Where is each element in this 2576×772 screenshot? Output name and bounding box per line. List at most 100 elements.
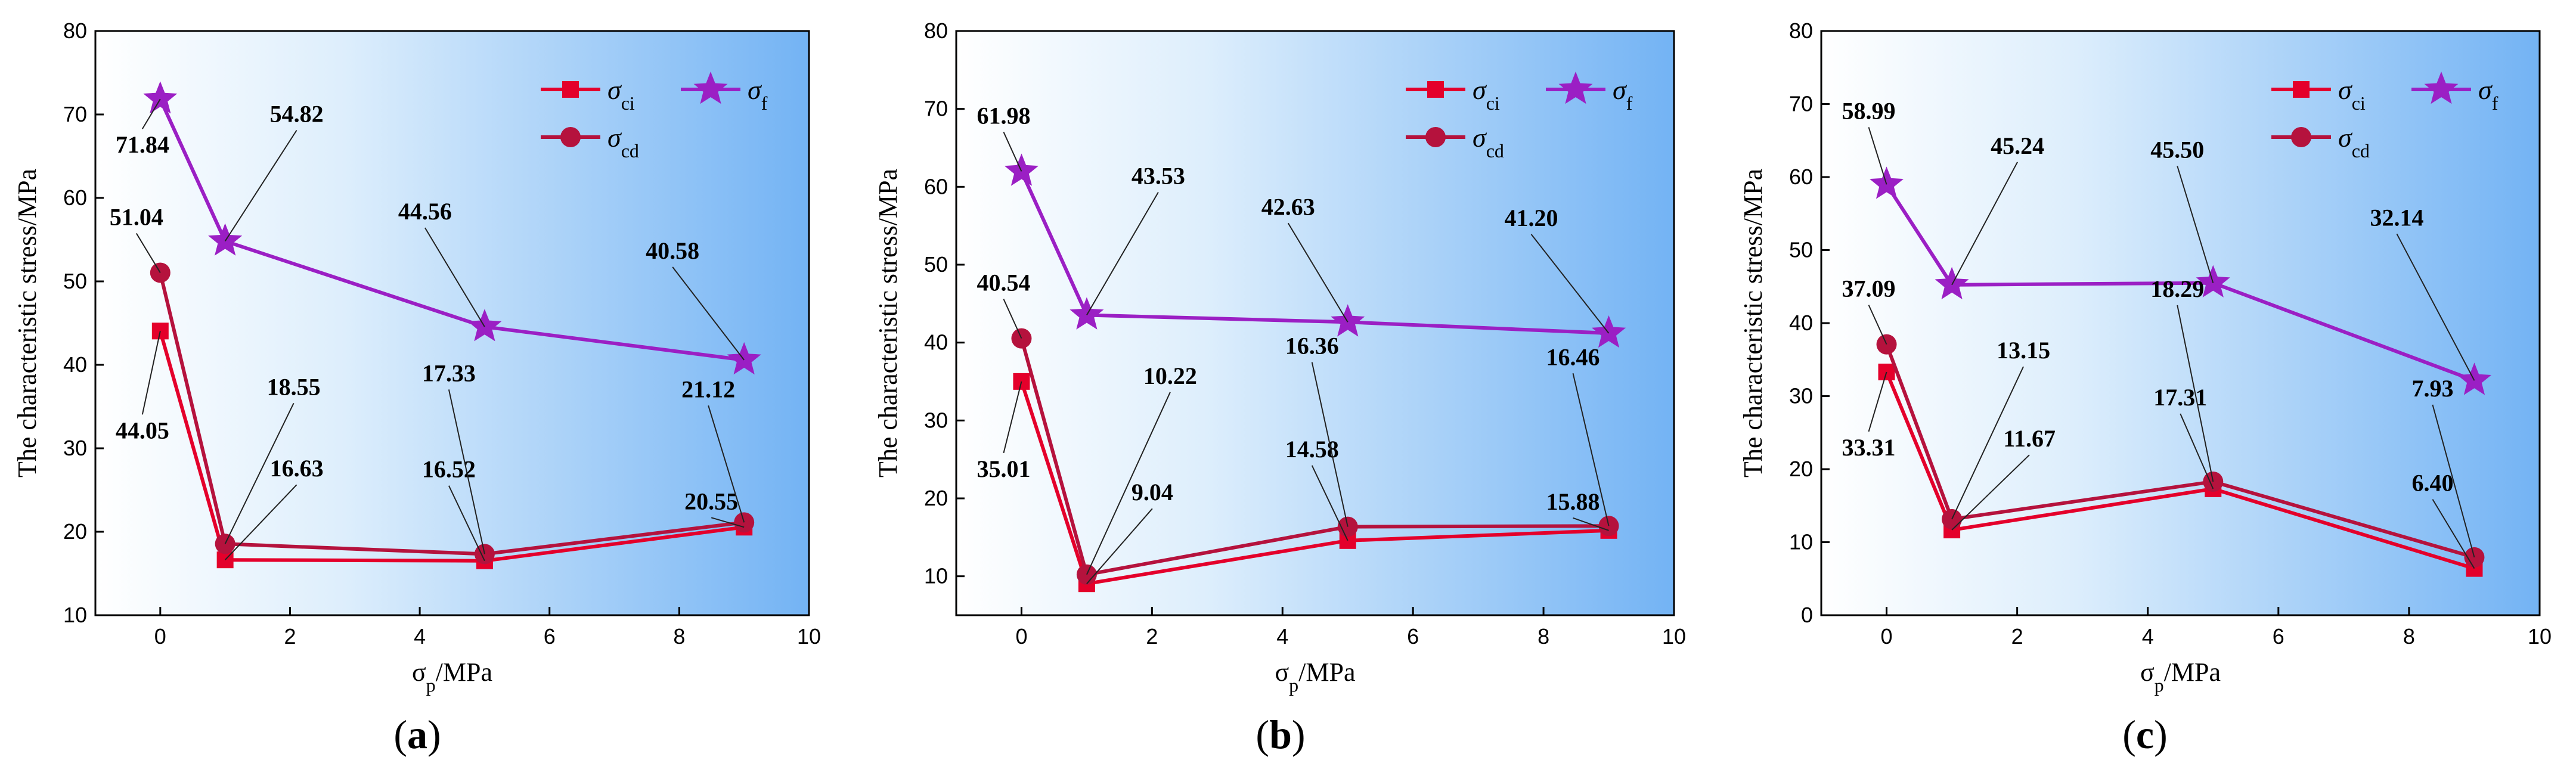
data-label-cd: 13.15 — [1997, 337, 2050, 364]
series-line-ci — [1019, 380, 1609, 586]
x-tick-label: 8 — [1537, 624, 1549, 649]
leader-line — [708, 405, 745, 523]
legend-label-ci: σci — [1473, 75, 1500, 114]
marker-f — [1004, 153, 1039, 186]
legend-label-f: σf — [1613, 75, 1633, 114]
y-axis-title: The characteristic stress/MPa — [1738, 169, 1768, 478]
leader-line — [1311, 362, 1349, 527]
legend: σci σf σcd — [2271, 72, 2498, 162]
data-label-ci: 9.04 — [1132, 479, 1173, 506]
x-tick-label: 6 — [1407, 624, 1419, 649]
marker-f — [727, 342, 761, 375]
y-tick-label: 0 — [1801, 603, 1813, 627]
legend-label-ci: σci — [2338, 75, 2366, 114]
leader-line — [1086, 508, 1153, 584]
y-tick-label: 60 — [63, 185, 87, 210]
marker-f — [1331, 304, 1365, 337]
y-tick-label: 40 — [63, 352, 87, 377]
data-label-f: 32.14 — [2370, 204, 2423, 231]
leader-line — [224, 402, 295, 544]
x-tick-label: 6 — [544, 624, 556, 649]
y-tick-label: 70 — [1789, 92, 1813, 116]
legend-marker-f — [2424, 72, 2459, 104]
marker-f — [1592, 315, 1626, 348]
x-tick-label: 0 — [154, 624, 166, 649]
legend-marker-cd — [560, 127, 581, 147]
marker-f — [208, 223, 243, 256]
legend-label-f: σf — [748, 75, 768, 114]
y-tick-label: 30 — [924, 408, 948, 432]
y-tick-label: 20 — [1789, 457, 1813, 481]
leader-line — [2177, 166, 2214, 283]
leader-line — [2177, 305, 2214, 482]
legend: σci σf σcd — [541, 72, 768, 162]
y-tick-label: 60 — [1789, 165, 1813, 189]
plot-frame — [955, 30, 1675, 616]
data-label-cd: 18.29 — [2150, 275, 2204, 302]
series-line-ci — [1884, 371, 2475, 571]
leader-line — [448, 389, 485, 554]
leader-line — [1572, 373, 1610, 526]
x-tick-label: 8 — [2403, 624, 2415, 649]
data-label-f: 45.50 — [2150, 137, 2204, 163]
data-label-ci: 35.01 — [977, 455, 1030, 482]
leader-line — [2432, 404, 2475, 558]
data-label-f: 42.63 — [1261, 193, 1315, 220]
x-tick-label: 10 — [1662, 624, 1686, 649]
leader-line — [1086, 392, 1171, 575]
data-label-ci: 6.40 — [2411, 470, 2453, 497]
x-tick-label: 2 — [2011, 624, 2023, 649]
data-label-f: 61.98 — [977, 102, 1030, 129]
y-tick-label: 10 — [924, 564, 948, 588]
y-tick-label: 30 — [63, 436, 87, 460]
y-tick-label: 20 — [63, 519, 87, 544]
x-tick-label: 2 — [1146, 624, 1158, 649]
legend: σci σf σcd — [1406, 72, 1633, 162]
data-label-cd: 7.93 — [2411, 375, 2453, 402]
leader-line — [1951, 162, 2018, 286]
leader-line — [448, 485, 485, 562]
x-axis-title: σp/MPa — [1275, 658, 1355, 696]
y-tick-label: 40 — [924, 330, 948, 355]
series-line-f — [159, 98, 745, 362]
leader-line — [224, 484, 297, 560]
data-label-f: 45.24 — [1991, 132, 2044, 159]
leader-line — [1951, 366, 2024, 520]
leader-line — [1287, 222, 1349, 323]
leader-line — [1530, 234, 1610, 334]
marker-f — [2457, 362, 2491, 395]
x-tick-label: 10 — [797, 624, 821, 649]
chart-panel-c: 0 10 20 30 40 50 60 70 80 0 2 4 6 8 10 The characterist… — [1738, 18, 2552, 757]
leader-line — [1868, 127, 1887, 185]
leader-line — [2432, 499, 2475, 569]
leader-line — [711, 517, 745, 528]
series-line-cd — [1019, 337, 1609, 576]
y-tick-label: 40 — [1789, 311, 1813, 335]
y-axis-title: The characteristic stress/MPa — [873, 169, 903, 478]
data-label-f: 43.53 — [1132, 163, 1185, 190]
legend-marker-ci — [562, 81, 579, 98]
x-tick-label: 0 — [1015, 624, 1027, 649]
x-axis-title: σp/MPa — [2140, 658, 2221, 696]
leader-line — [141, 331, 161, 415]
leader-line — [1868, 371, 1887, 432]
data-label-cd: 10.22 — [1143, 362, 1197, 389]
data-label-cd: 51.04 — [110, 203, 163, 230]
data-label-ci: 15.88 — [1546, 488, 1600, 515]
data-label-ci: 17.31 — [2153, 384, 2207, 411]
legend-label-f: σf — [2478, 75, 2498, 114]
legend-marker-cd — [1425, 127, 1446, 147]
leader-line — [2396, 233, 2475, 381]
leader-line — [141, 98, 161, 129]
series-line-f — [1019, 170, 1609, 335]
y-tick-label: 60 — [924, 174, 948, 199]
chart-panel-a: 10 20 30 40 50 60 70 80 0 2 4 6 8 10 The characteristi… — [13, 18, 821, 757]
legend-marker-ci — [2293, 81, 2310, 98]
y-tick-label: 10 — [1789, 530, 1813, 554]
plot-frame — [94, 30, 810, 616]
leader-line — [672, 266, 745, 361]
legend-label-cd: σcd — [607, 122, 639, 162]
x-tick-label: 4 — [414, 624, 426, 649]
panel-label: (c) — [2122, 712, 2168, 757]
data-label-cd: 16.36 — [1285, 333, 1339, 359]
